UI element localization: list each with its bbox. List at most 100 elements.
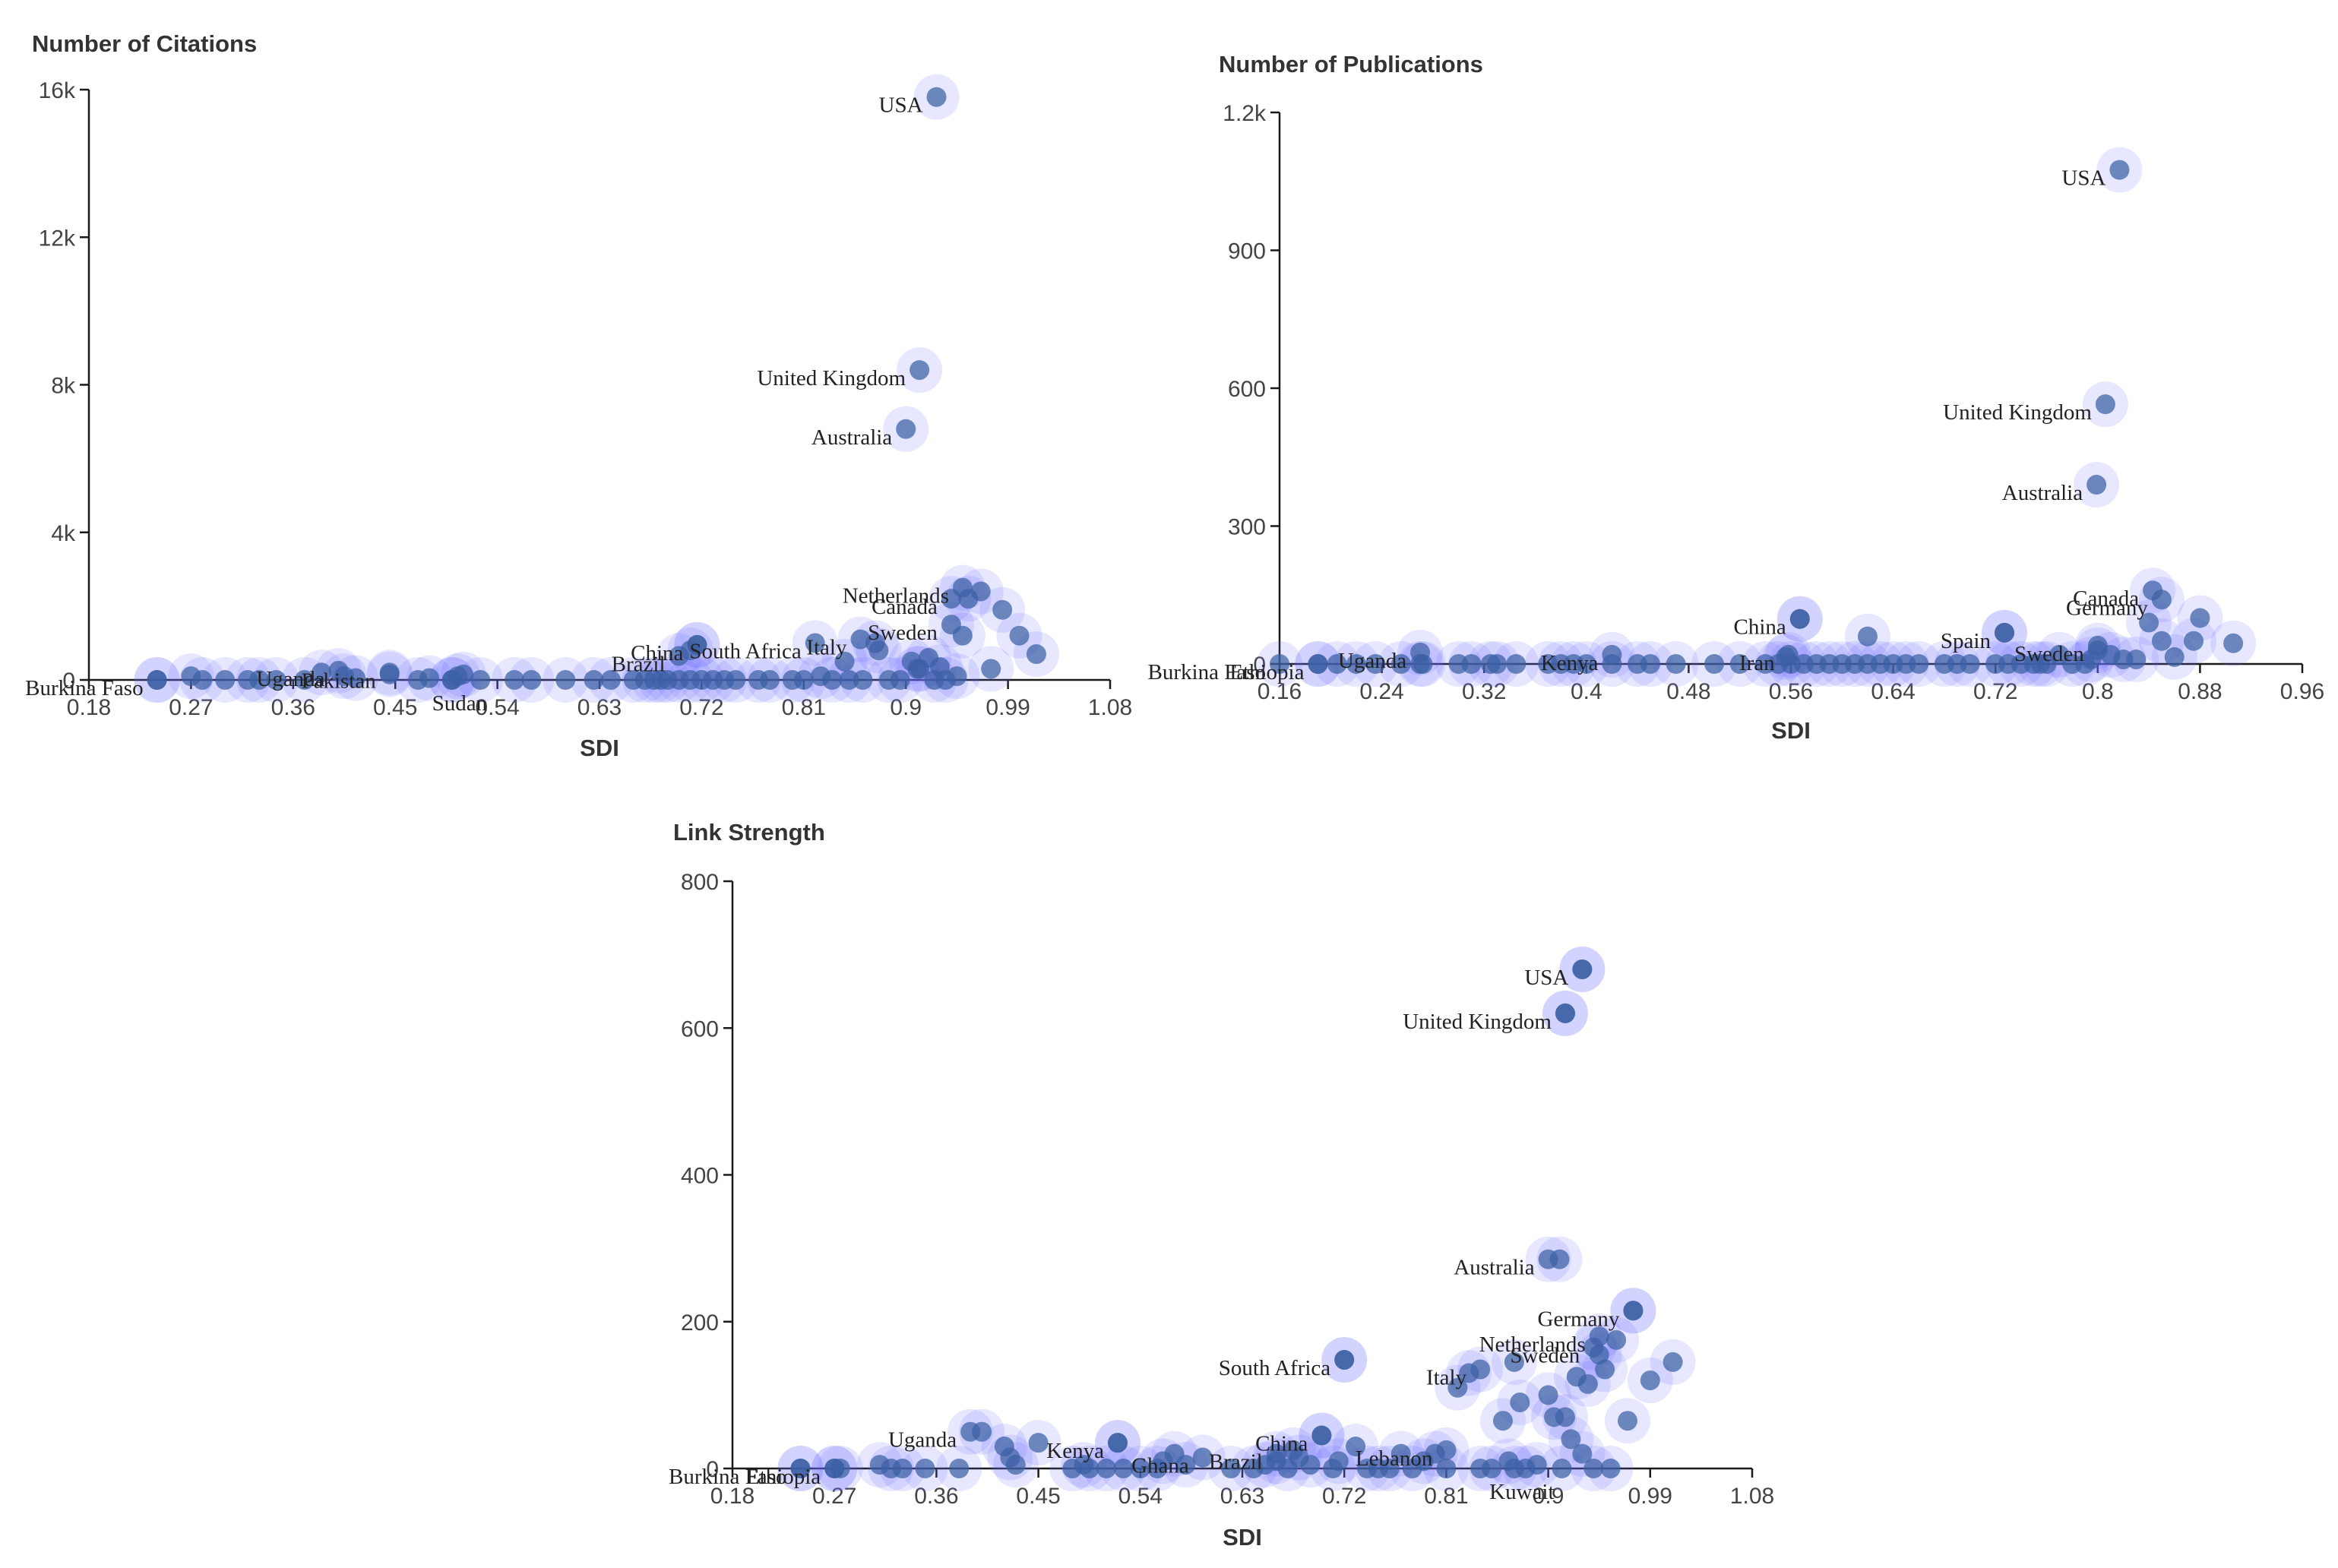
- data-point[interactable]: [805, 633, 825, 653]
- data-point[interactable]: [1096, 1459, 1117, 1478]
- data-point[interactable]: [1436, 1440, 1457, 1460]
- data-point[interactable]: [215, 670, 236, 690]
- data-point[interactable]: [2139, 612, 2159, 633]
- data-point[interactable]: [294, 670, 315, 690]
- data-point[interactable]: [328, 660, 349, 681]
- data-point[interactable]: [1527, 1455, 1547, 1475]
- data-point[interactable]: [2095, 394, 2115, 415]
- data-point[interactable]: [822, 670, 843, 690]
- data-point[interactable]: [1005, 1455, 1026, 1475]
- data-point[interactable]: [760, 670, 780, 690]
- data-point[interactable]: [1704, 654, 1725, 674]
- data-point[interactable]: [1504, 1459, 1524, 1478]
- data-point[interactable]: [379, 662, 400, 683]
- data-point[interactable]: [915, 1459, 935, 1478]
- data-point[interactable]: [600, 670, 621, 690]
- data-point[interactable]: [1506, 654, 1527, 674]
- data-point[interactable]: [419, 668, 439, 688]
- data-point[interactable]: [441, 670, 462, 690]
- data-point[interactable]: [669, 646, 689, 666]
- data-point[interactable]: [981, 659, 1001, 679]
- data-point[interactable]: [1583, 1459, 1604, 1478]
- data-point[interactable]: [1113, 1459, 1134, 1478]
- data-point[interactable]: [1504, 1351, 1524, 1372]
- data-point[interactable]: [555, 670, 576, 690]
- data-point[interactable]: [1192, 1447, 1213, 1468]
- data-point[interactable]: [1778, 644, 1799, 665]
- data-point[interactable]: [839, 670, 859, 690]
- data-point[interactable]: [947, 666, 967, 687]
- data-point[interactable]: [1130, 1459, 1150, 1478]
- data-point[interactable]: [312, 662, 332, 683]
- data-point[interactable]: [1617, 1411, 1637, 1431]
- data-point[interactable]: [2086, 475, 2107, 495]
- data-point[interactable]: [1270, 654, 1289, 674]
- data-point[interactable]: [1300, 1455, 1321, 1475]
- data-point[interactable]: [1026, 644, 1046, 665]
- data-point[interactable]: [266, 670, 286, 690]
- data-point[interactable]: [1577, 1374, 1598, 1394]
- data-point[interactable]: [834, 651, 855, 672]
- data-point[interactable]: [850, 629, 871, 650]
- data-point[interactable]: [1410, 642, 1431, 662]
- data-point[interactable]: [1311, 1425, 1332, 1446]
- data-point[interactable]: [1079, 1459, 1099, 1478]
- data-point[interactable]: [1600, 1459, 1621, 1478]
- data-point[interactable]: [949, 1459, 970, 1478]
- data-point[interactable]: [1640, 1370, 1660, 1391]
- data-point[interactable]: [1009, 625, 1030, 646]
- data-point[interactable]: [1666, 654, 1686, 674]
- data-point[interactable]: [1555, 1407, 1575, 1427]
- data-point[interactable]: [2151, 590, 2172, 610]
- data-point[interactable]: [687, 634, 707, 655]
- data-point[interactable]: [1510, 1393, 1530, 1413]
- data-point[interactable]: [890, 670, 910, 690]
- data-point[interactable]: [1538, 1385, 1558, 1405]
- data-point[interactable]: [1334, 1349, 1355, 1370]
- data-point[interactable]: [793, 670, 814, 690]
- data-point[interactable]: [896, 419, 916, 439]
- data-point[interactable]: [1390, 654, 1411, 674]
- data-point[interactable]: [521, 670, 542, 690]
- data-point[interactable]: [1327, 654, 1347, 674]
- data-point[interactable]: [505, 670, 524, 690]
- data-point[interactable]: [1595, 1359, 1615, 1380]
- data-point[interactable]: [1107, 1433, 1128, 1453]
- data-point[interactable]: [941, 615, 961, 635]
- data-point[interactable]: [1482, 1459, 1502, 1478]
- data-point[interactable]: [1461, 654, 1482, 674]
- data-point[interactable]: [1538, 1249, 1558, 1269]
- data-point[interactable]: [853, 670, 873, 690]
- data-point[interactable]: [1492, 1411, 1513, 1431]
- data-point[interactable]: [726, 670, 746, 690]
- data-point[interactable]: [868, 640, 889, 661]
- data-point[interactable]: [2109, 160, 2130, 180]
- data-point[interactable]: [249, 670, 269, 690]
- data-point[interactable]: [192, 670, 213, 690]
- data-point[interactable]: [1606, 1329, 1627, 1350]
- data-point[interactable]: [1028, 1433, 1049, 1453]
- data-point[interactable]: [2151, 631, 2172, 651]
- data-point[interactable]: [2087, 635, 2108, 656]
- data-point[interactable]: [1175, 1455, 1196, 1475]
- data-point[interactable]: [1602, 644, 1622, 665]
- data-point[interactable]: [1572, 959, 1593, 979]
- data-point[interactable]: [970, 581, 991, 602]
- data-point[interactable]: [926, 87, 947, 107]
- data-point[interactable]: [1909, 654, 1929, 674]
- data-point[interactable]: [910, 360, 930, 381]
- data-point[interactable]: [470, 670, 491, 690]
- data-point[interactable]: [1583, 1337, 1604, 1358]
- data-point[interactable]: [1561, 1429, 1581, 1449]
- data-point[interactable]: [1555, 1003, 1575, 1023]
- data-point[interactable]: [345, 668, 365, 688]
- data-point[interactable]: [1487, 654, 1508, 674]
- data-point[interactable]: [1470, 1359, 1491, 1380]
- data-point[interactable]: [1447, 1377, 1468, 1398]
- data-point[interactable]: [1960, 654, 1980, 674]
- data-point[interactable]: [1663, 1351, 1683, 1372]
- data-point[interactable]: [1623, 1301, 1644, 1321]
- data-point[interactable]: [1308, 654, 1328, 674]
- data-point[interactable]: [1365, 654, 1386, 674]
- data-point[interactable]: [1266, 1443, 1286, 1464]
